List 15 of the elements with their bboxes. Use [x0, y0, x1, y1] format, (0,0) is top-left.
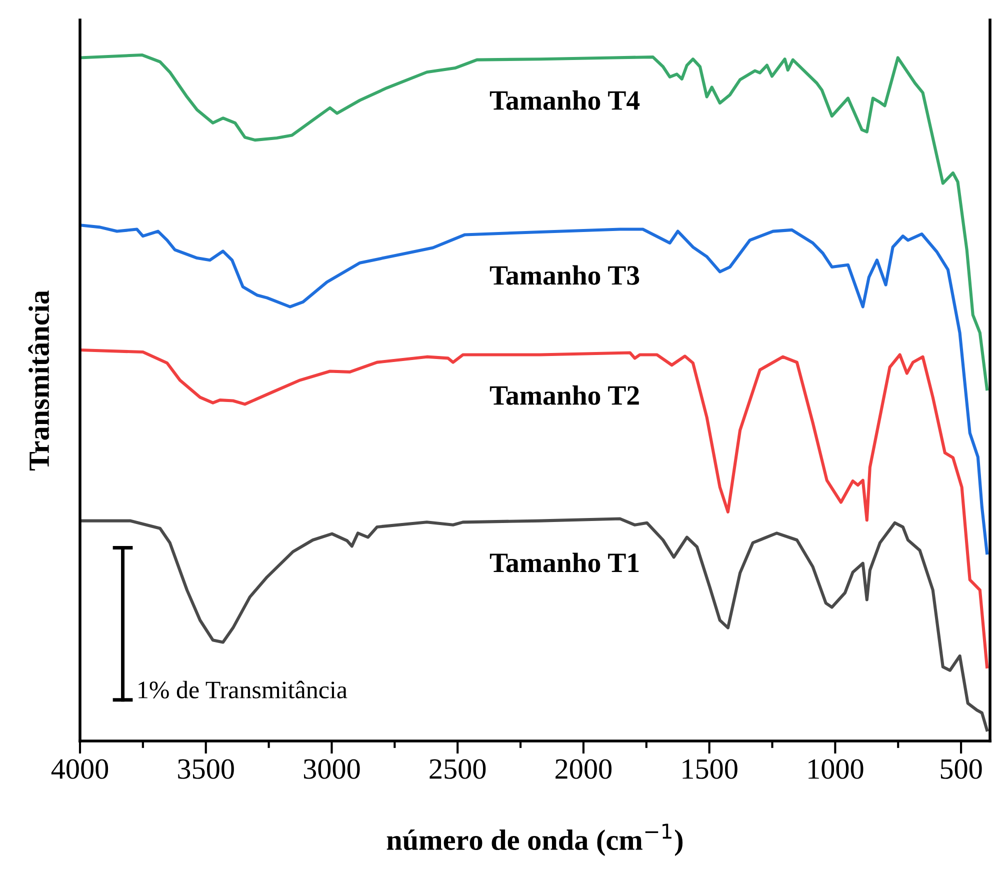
x-tick-label: 1500 — [682, 759, 738, 779]
x-tick-label: 3000 — [304, 759, 360, 779]
x-tick-label: 2000 — [556, 759, 612, 779]
x-tick-label: 2500 — [430, 759, 486, 779]
x-tick-label: 4000 — [51, 759, 108, 779]
annotation: 1% de Transmitância — [138, 680, 348, 699]
series-label: Tamanho T1 — [490, 552, 639, 572]
series-label: Tamanho T4 — [490, 90, 640, 110]
series-label: Tamanho T2 — [490, 385, 639, 405]
series-label: Tamanho T3 — [490, 265, 640, 285]
x-tick-label: 1000 — [808, 759, 864, 779]
y-axis-title: Transmitância — [28, 290, 50, 471]
x-tick-label: 3500 — [178, 759, 234, 779]
x-axis-title: número de onda (cm$^{−1}$) — [386, 824, 683, 856]
x-tick-label: 500 — [940, 759, 982, 779]
